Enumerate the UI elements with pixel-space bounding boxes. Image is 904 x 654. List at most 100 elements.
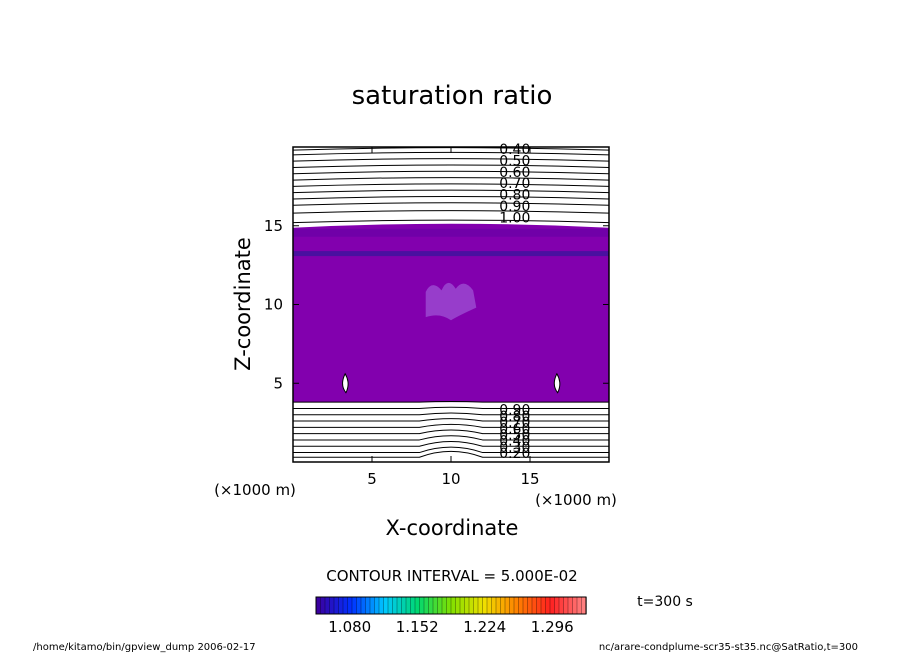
colorbar-cell [414,596,421,615]
y-axis-label: Z-coordinate [231,237,255,371]
contour-label: 0.60 [499,165,530,181]
colorbar-cell [554,596,560,615]
clear-air-lens [342,372,349,394]
colorbar-cell [419,596,425,615]
contour-label: 0.50 [499,427,530,443]
colorbar-cell [320,596,326,615]
colorbar-cell [518,596,524,615]
colorbar-cell [369,596,376,615]
colorbar-tick-label: 1.080 [328,618,371,636]
contour-line [292,202,610,206]
contour-label: 0.40 [499,142,530,158]
colorbar-cell [374,596,380,615]
colorbar-cell [576,596,583,615]
colorbar-frame [315,596,587,615]
contour-line [292,210,610,214]
contour-label: 0.90 [499,403,530,419]
contour-line [293,446,609,454]
clear-air-lens [553,372,561,394]
colorbar [315,596,587,615]
colorbar-cell [365,596,371,615]
colorbar-cell [392,596,398,615]
x-tick-label: 10 [441,470,460,488]
x-tick-label: 5 [367,470,377,488]
colorbar-cell [450,596,457,615]
colorbar-cell [360,596,367,615]
colorbar-cell [491,596,497,615]
colorbar-tick-label: 1.296 [531,618,574,636]
axis-ticks: 5 10 15 5 10 15 [264,147,609,488]
colorbar-cell [558,596,565,615]
plot-fill-region [293,223,609,403]
colorbar-cell [513,596,520,615]
colorbar-cell [572,596,578,615]
contour-label: 0.20 [499,446,530,462]
colorbar-cell [432,596,439,615]
colorbar-cell [356,596,362,615]
colorbar-cell [464,596,470,615]
colorbar-cell [500,596,506,615]
colorbar-cell [342,596,349,615]
colorbar-cell [446,596,452,615]
colorbar-cell [333,596,340,615]
colorbar-cell [383,596,389,615]
colorbar-tick-label: 1.224 [463,618,506,636]
colorbar-cell [423,596,430,615]
contour-line [292,158,610,162]
colorbar-cell [396,596,403,615]
colorbar-cell [495,596,502,615]
colorbar-tick-label: 1.152 [396,618,439,636]
contour-label: 0.50 [499,153,530,169]
contour-line [293,429,609,435]
footer-right: nc/arare-condplume-scr35-st35.nc@SatRati… [599,642,858,653]
contour-label: 0.60 [499,421,530,437]
colorbar-cell [522,596,529,615]
colorbar-cell [473,596,479,615]
y-unit-note: (×1000 m) [214,481,296,499]
contour-lines [292,147,610,458]
colorbar-cell [387,596,394,615]
colorbar-cell [378,596,385,615]
contour-line [292,195,610,200]
colorbar-cell [509,596,515,615]
x-tick-label: 15 [520,470,539,488]
colorbar-cell [347,596,353,615]
colorbar-cell [527,596,533,615]
colorbar-cell [504,596,511,615]
y-tick-label: 5 [273,374,283,392]
colorbar-cell [540,596,547,615]
contour-line [293,412,609,416]
contour-line [293,435,609,441]
contour-label: 0.80 [499,188,530,204]
contour-label: 0.70 [499,176,530,192]
x-axis-label: X-coordinate [386,516,519,540]
colorbar-cell [549,596,556,615]
contour-line [292,177,610,181]
contour-line [293,423,609,428]
colorbar-cell [545,596,551,615]
colorbar-cell [459,596,466,615]
dark-band [293,251,609,257]
plume-blob [425,282,477,321]
contour-line [293,401,609,403]
contour-labels: 0.400.500.600.700.800.901.000.200.300.40… [499,142,530,462]
colorbar-cell [531,596,538,615]
contour-line [292,170,610,175]
colorbar-cell [477,596,484,615]
time-label: t=300 s [637,594,693,610]
contour-label: 0.90 [499,199,530,215]
colorbar-cell [405,596,412,615]
colorbar-tick-labels: 1.080 1.152 1.224 1.296 [328,618,573,636]
colorbar-cell [455,596,461,615]
colorbar-cell [468,596,475,615]
colorbar-cell [437,596,443,615]
contour-label: 1.00 [499,210,530,226]
contour-line [292,164,610,168]
colorbar-cell [486,596,493,615]
chart-title: saturation ratio [352,81,553,111]
contour-line [292,183,610,187]
colorbar-cell [338,596,344,615]
colorbar-cell [428,596,434,615]
y-tick-label: 15 [264,217,283,235]
